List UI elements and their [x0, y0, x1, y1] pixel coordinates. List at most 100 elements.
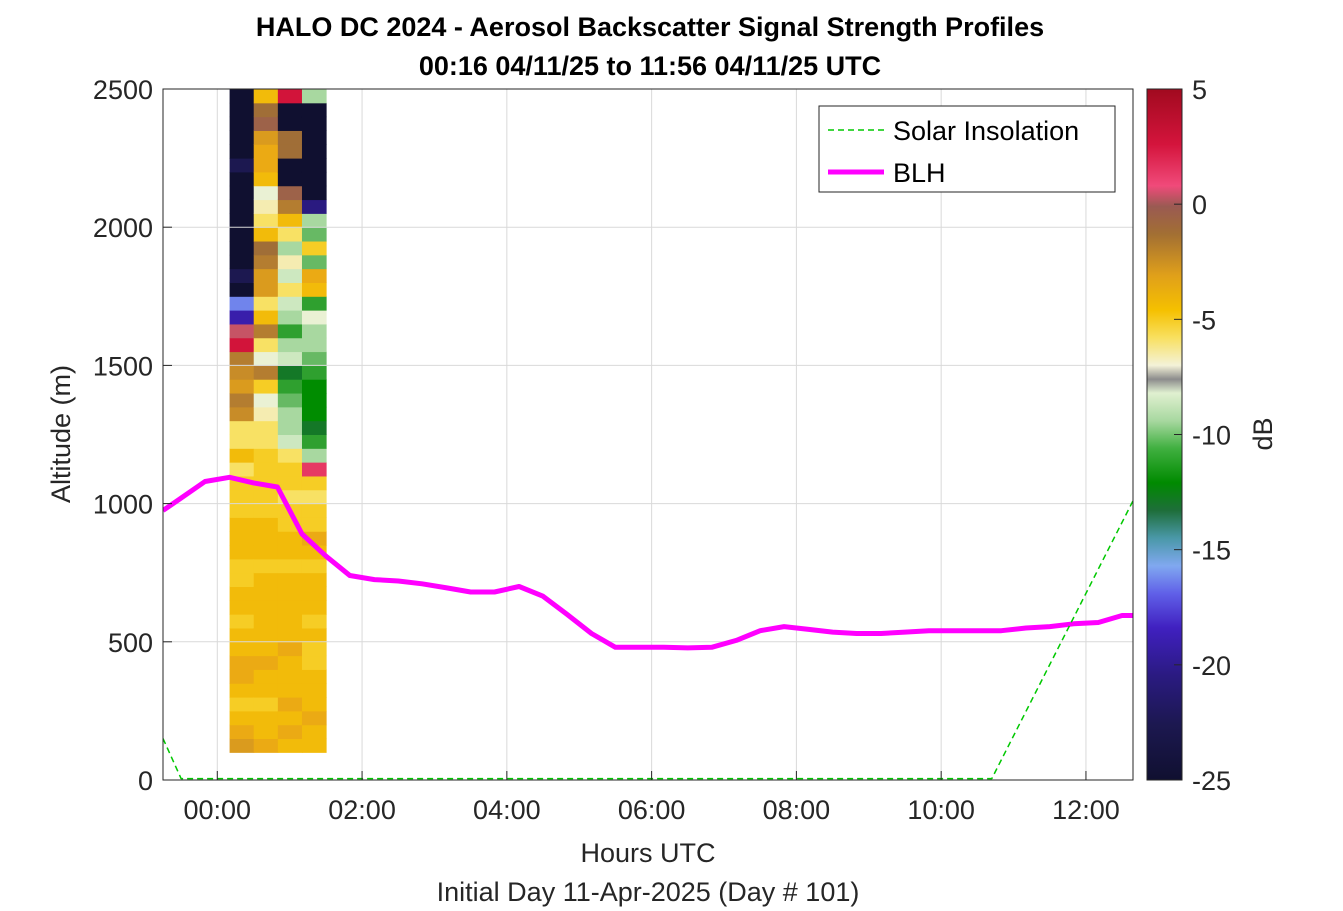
heatmap-cell [253, 489, 279, 505]
heatmap-cell [229, 337, 255, 353]
heatmap-cell [301, 337, 327, 353]
heatmap-cell [253, 724, 279, 740]
heatmap-cell [301, 572, 327, 588]
heatmap-cell [253, 158, 279, 173]
y-tick-label: 2500 [93, 75, 153, 105]
heatmap-cell [277, 738, 303, 753]
heatmap-cell [229, 531, 255, 546]
heatmap-cell [253, 227, 279, 242]
x-tick-label: 06:00 [618, 795, 686, 825]
heatmap-cell [253, 185, 279, 201]
heatmap-cell [253, 462, 279, 477]
heatmap-cell [277, 199, 303, 214]
heatmap-cell [301, 710, 327, 726]
heatmap-cell [301, 199, 327, 214]
heatmap-cell [229, 448, 255, 463]
heatmap-cell [253, 254, 279, 270]
x-tick-label: 00:00 [184, 795, 252, 825]
heatmap-cell [301, 213, 327, 228]
heatmap-cell [253, 503, 279, 518]
heatmap-cell [301, 586, 327, 601]
heatmap-cell [301, 655, 327, 670]
heatmap-cell [301, 683, 327, 698]
heatmap-cell [301, 282, 327, 297]
heatmap-cell [229, 600, 255, 615]
colorbar-tick-label: 0 [1192, 190, 1207, 220]
heatmap-cell [301, 227, 327, 242]
heatmap-cell [277, 406, 303, 422]
heatmap-cell [229, 710, 255, 726]
heatmap-cell [253, 627, 279, 643]
y-tick-label: 500 [108, 628, 153, 658]
heatmap-cell [253, 517, 279, 532]
heatmap-cell [253, 669, 279, 684]
heatmap-cell [277, 697, 303, 712]
heatmap-cell [277, 434, 303, 449]
x-tick-label: 10:00 [907, 795, 975, 825]
heatmap-cell [301, 558, 327, 574]
colorbar-tick-label: 5 [1192, 75, 1207, 105]
heatmap-cell [229, 655, 255, 670]
heatmap-cell [253, 697, 279, 712]
heatmap-cell [229, 641, 255, 657]
heatmap-cell [277, 627, 303, 643]
heatmap-cell [229, 227, 255, 242]
heatmap-cell [301, 420, 327, 435]
heatmap-cell [229, 89, 255, 104]
heatmap-cell [301, 144, 327, 159]
heatmap-cell [277, 158, 303, 173]
heatmap-cell [277, 227, 303, 242]
heatmap-cell [229, 683, 255, 698]
heatmap-cell [277, 296, 303, 311]
heatmap-cell [277, 572, 303, 588]
heatmap-cell [229, 254, 255, 270]
heatmap-cell [277, 241, 303, 256]
heatmap-cell [229, 158, 255, 173]
y-tick-label: 1500 [93, 351, 153, 381]
heatmap-cell [277, 641, 303, 657]
heatmap-cell [277, 545, 303, 560]
heatmap-cell [277, 310, 303, 325]
heatmap-cell [301, 475, 327, 491]
heatmap-cell [301, 296, 327, 311]
heatmap-cell [229, 268, 255, 283]
heatmap-cell [253, 448, 279, 463]
heatmap-cell [253, 116, 279, 131]
heatmap-cell [253, 268, 279, 283]
legend-box [818, 105, 1116, 193]
plot-frame [162, 88, 1134, 781]
heatmap-cell [229, 144, 255, 159]
heatmap-cell [229, 545, 255, 560]
heatmap-cell [277, 558, 303, 574]
heatmap-cell [253, 351, 279, 366]
heatmap-cell [253, 406, 279, 422]
heatmap-cell [301, 268, 327, 283]
heatmap-cell [301, 462, 327, 477]
heatmap-cell [301, 185, 327, 201]
heatmap-cell [277, 669, 303, 684]
heatmap-cell [301, 89, 327, 104]
heatmap-cell [229, 503, 255, 518]
heatmap-cell [253, 614, 279, 629]
heatmap-cell [277, 268, 303, 283]
heatmap-cell [301, 517, 327, 532]
heatmap-cell [277, 89, 303, 104]
heatmap-cell [253, 296, 279, 311]
heatmap-cell [229, 323, 255, 339]
heatmap-cell [229, 489, 255, 505]
heatmap-cell [229, 724, 255, 740]
heatmap-cell [229, 310, 255, 325]
heatmap-cell [277, 683, 303, 698]
heatmap-cell [253, 144, 279, 159]
heatmap-cell [277, 116, 303, 131]
heatmap-cell [301, 627, 327, 643]
x-tick-label: 12:00 [1052, 795, 1120, 825]
heatmap-cell [253, 171, 279, 187]
y-tick-label: 2000 [93, 213, 153, 243]
heatmap-cell [301, 310, 327, 325]
heatmap-cell [277, 393, 303, 408]
heatmap-cell [277, 448, 303, 463]
heatmap-cell [301, 614, 327, 629]
heatmap-cell [229, 434, 255, 449]
x-tick-label: 04:00 [473, 795, 541, 825]
